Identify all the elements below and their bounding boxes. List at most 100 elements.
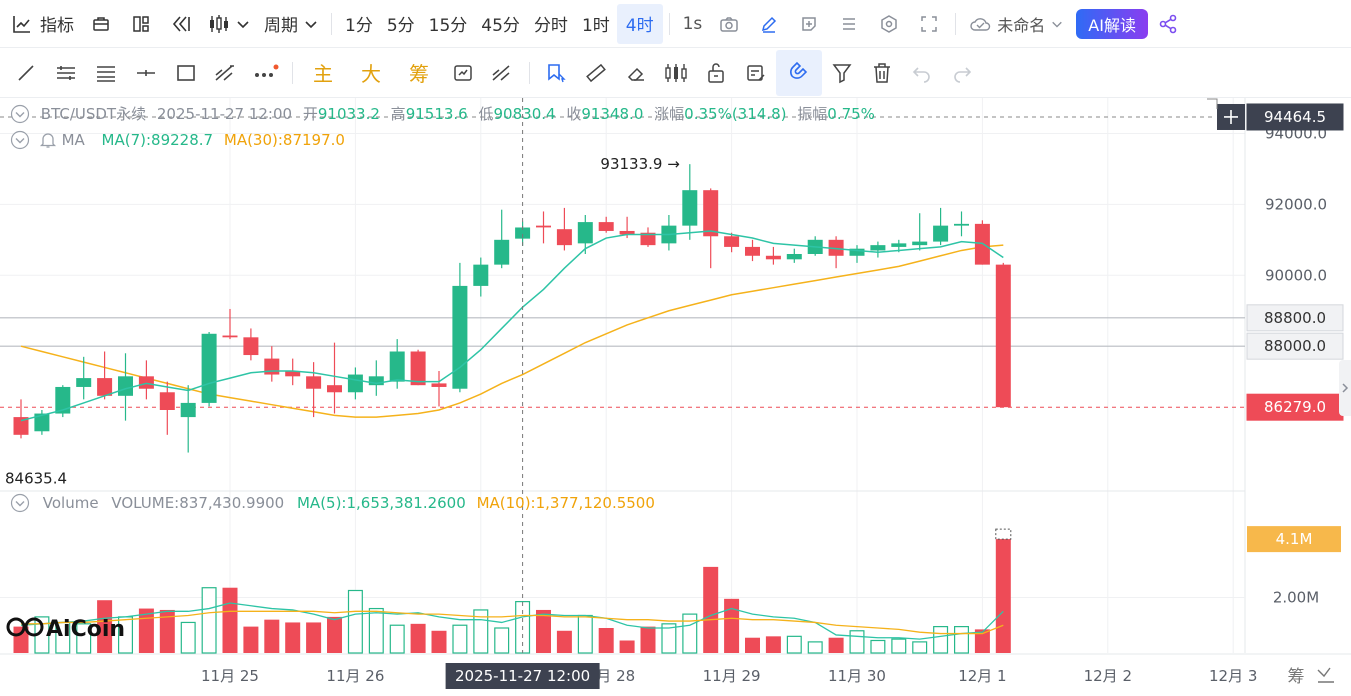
volume-bar (222, 587, 238, 653)
interval-1s[interactable]: 1s (682, 13, 703, 34)
annotate-button[interactable] (789, 4, 829, 44)
horizontal-line-tool[interactable] (126, 53, 166, 93)
candle-body (347, 374, 363, 393)
measure-tool[interactable] (206, 53, 246, 93)
bell-icon[interactable] (39, 131, 57, 149)
volume-bar (640, 626, 656, 653)
rectangle-tool[interactable] (166, 53, 206, 93)
volume-bar (494, 627, 510, 654)
candle-body (159, 392, 175, 410)
share-icon (1159, 14, 1177, 33)
volume-bar (661, 623, 677, 654)
candle-body (118, 376, 133, 396)
candle-body (849, 248, 865, 256)
draw-button[interactable] (749, 4, 789, 44)
ai-interpret-button[interactable]: AI解读 (1076, 8, 1148, 39)
filter-tool[interactable] (822, 53, 862, 93)
volume-bar (933, 626, 949, 654)
volume-bars (13, 528, 1012, 654)
candle-body (515, 227, 531, 239)
fullscreen-button[interactable] (909, 4, 949, 44)
interval-1m[interactable]: 1分 (345, 16, 373, 36)
collapse-chevron-icon[interactable] (10, 493, 30, 513)
crosshair-price-tag: 94464.5 (1264, 108, 1326, 126)
redo-button[interactable] (942, 53, 982, 93)
replay-icon-button[interactable] (161, 4, 201, 44)
indicators-button[interactable]: 指标 (0, 4, 81, 44)
ruler-tool[interactable] (576, 53, 616, 93)
crosshair-time-tag-bg (445, 663, 600, 689)
volume-bar (556, 630, 572, 653)
change-value: 0.35%(314.8) (684, 105, 787, 123)
template-icon-button[interactable] (81, 4, 121, 44)
chip-distribution-button[interactable]: 筹 (409, 62, 429, 86)
period-label: 周期 (264, 16, 298, 36)
layout-icon-button[interactable] (121, 4, 161, 44)
collapse-chevron-icon[interactable] (10, 130, 30, 150)
ruler-tool-2[interactable] (483, 53, 523, 93)
screenshot-button[interactable] (709, 4, 749, 44)
candle-body (389, 351, 405, 382)
undo-button[interactable] (902, 53, 942, 93)
period-dropdown[interactable]: 周期 (257, 4, 325, 44)
kline-chart[interactable]: 93133.9 →84635.4 94000.092000.090000.094… (0, 98, 1351, 696)
candle-body (34, 413, 50, 432)
share-button[interactable] (1154, 4, 1182, 44)
parallel-channel-tool[interactable] (46, 53, 86, 93)
main-force-button[interactable]: 主 (313, 62, 333, 86)
candle-body (431, 383, 447, 387)
volume-bar (285, 622, 301, 653)
interval-4h[interactable]: 4时 (616, 3, 663, 44)
magnet-tool[interactable] (776, 49, 822, 96)
volume-bar (410, 623, 426, 653)
open-label: 开 (302, 105, 318, 123)
ma30-value: MA(30):87197.0 (223, 131, 345, 149)
volume-bar (807, 641, 823, 654)
candle-body (703, 190, 719, 237)
candle-body (138, 376, 154, 389)
candle-body (765, 255, 781, 260)
fib-lines-icon (97, 65, 115, 82)
big-order-button[interactable]: 大 (361, 62, 381, 86)
note-edit-tool[interactable] (736, 53, 776, 93)
price-tick-label: 92000.0 (1265, 195, 1327, 213)
ma-label: MA (61, 131, 85, 149)
chart-type-button[interactable] (201, 4, 257, 44)
settings-button[interactable] (869, 4, 909, 44)
volume-ma5-value: MA(5):1,653,381.2600 (296, 494, 466, 512)
interval-45m[interactable]: 45分 (481, 16, 520, 36)
interval-15m[interactable]: 15分 (428, 16, 468, 36)
unlock-icon (708, 62, 724, 83)
drawing-toolbar: 主 大 筹 (0, 48, 1351, 98)
time-tick-label: 12月 2 (1084, 667, 1132, 685)
right-panel-toggle[interactable] (1339, 360, 1351, 416)
lock-tool[interactable] (696, 53, 736, 93)
interval-timeshare[interactable]: 分时 (533, 16, 568, 36)
more-tools-button[interactable] (246, 53, 286, 93)
candles-tool[interactable] (656, 53, 696, 93)
volume-bar (13, 626, 29, 653)
list-button[interactable] (829, 4, 869, 44)
candle-body (556, 229, 572, 246)
candle-body (577, 222, 593, 244)
interval-5m[interactable]: 5分 (386, 16, 415, 36)
plus-icon (1224, 109, 1238, 124)
trend-line-tool[interactable] (6, 53, 46, 93)
compare-tool[interactable] (443, 53, 483, 93)
volume-ma-lines (20, 602, 1004, 640)
divider (668, 12, 670, 35)
volume-bar (974, 629, 990, 653)
eraser-tool[interactable] (616, 53, 656, 93)
fib-tool[interactable] (86, 53, 126, 93)
aicoin-logo-icon (6, 617, 26, 637)
interval-1h[interactable]: 1时 (581, 16, 610, 36)
chevron-down-icon (305, 20, 317, 28)
layout-name-dropdown[interactable]: 未命名 (962, 4, 1070, 44)
magnet-icon (790, 61, 808, 79)
collapse-chevron-icon[interactable] (10, 104, 30, 124)
bookmark-tool[interactable] (536, 53, 576, 93)
delete-tool[interactable] (862, 53, 902, 93)
divider (955, 12, 957, 35)
volume-bar (703, 566, 719, 653)
candle-body (55, 386, 71, 414)
